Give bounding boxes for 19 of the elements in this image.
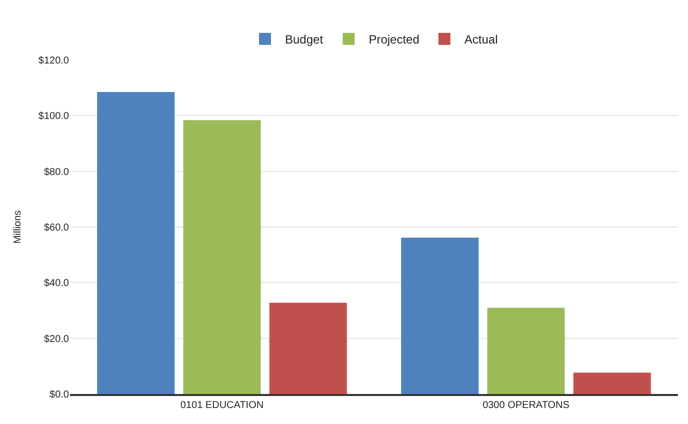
y-tick-label: $40.0	[44, 278, 70, 290]
bar	[183, 120, 261, 394]
legend-label: Budget	[285, 32, 324, 46]
y-tick-label: $100.0	[38, 111, 70, 122]
bar	[269, 302, 347, 394]
y-tick-label: $80.0	[44, 166, 70, 178]
bar	[401, 238, 479, 394]
bar	[573, 372, 651, 394]
legend-label: Actual	[464, 32, 498, 46]
y-tick-label: $0.0	[50, 390, 70, 400]
bar	[487, 308, 565, 394]
y-tick-label: $120.0	[38, 56, 70, 66]
x-tick-label: 0101 EDUCATION	[180, 400, 264, 411]
y-tick-label: $60.0	[44, 222, 70, 234]
legend-label: Projected	[368, 32, 420, 46]
bar	[97, 92, 175, 394]
y-tick-label: $20.0	[44, 334, 70, 345]
x-tick-label: 0300 OPERATONS	[482, 400, 570, 411]
y-axis-title: Millions	[12, 210, 24, 244]
